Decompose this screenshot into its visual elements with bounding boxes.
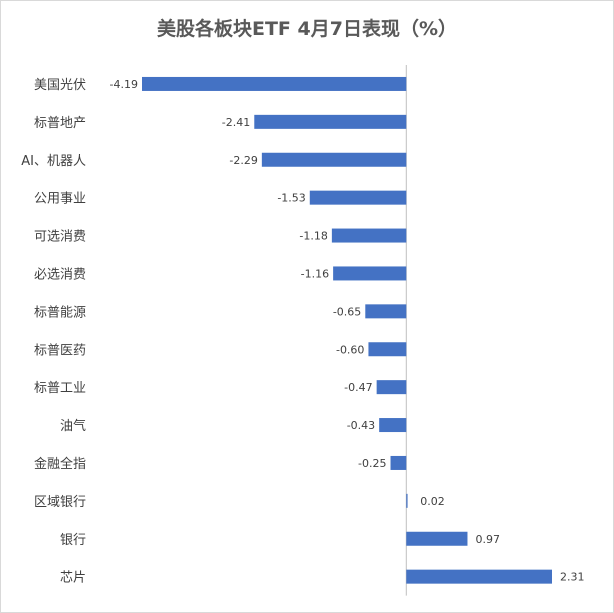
category-label: 金融全指 <box>34 456 86 472</box>
value-label: -1.16 <box>301 267 329 280</box>
value-label: 2.31 <box>560 571 585 584</box>
bar <box>368 342 407 357</box>
category-label: 区域银行 <box>34 495 86 510</box>
category-label: 银行 <box>60 533 86 548</box>
bar <box>390 455 407 470</box>
category-label: 美国光伏 <box>34 78 86 93</box>
bar <box>406 569 552 584</box>
bar <box>309 190 407 205</box>
value-label: -0.43 <box>347 419 375 432</box>
bar <box>254 114 407 129</box>
value-label: 0.97 <box>475 533 500 546</box>
bar <box>331 228 407 243</box>
category-label: 可选消费 <box>34 230 86 245</box>
value-label: -1.53 <box>277 192 305 205</box>
category-label: 油气 <box>60 418 86 434</box>
bar <box>376 380 407 395</box>
category-label: 必选消费 <box>34 267 86 282</box>
bar <box>261 152 407 167</box>
category-label: 标普地产 <box>34 116 86 131</box>
value-label: -2.41 <box>222 116 250 129</box>
value-label: -0.60 <box>336 343 364 356</box>
category-label: 标普工业 <box>34 381 86 396</box>
bar <box>333 266 407 281</box>
value-label: -0.65 <box>333 305 361 318</box>
value-label: -2.29 <box>229 154 257 167</box>
category-label: 标普医药 <box>34 343 86 358</box>
value-label: 0.02 <box>420 495 445 508</box>
bar <box>365 304 407 319</box>
chart-title: 美股各板块ETF 4月7日表现（%） <box>156 18 457 40</box>
bar <box>406 493 408 508</box>
category-label: 芯片 <box>60 571 86 586</box>
category-label: 公用事业 <box>34 192 86 207</box>
bar <box>142 76 407 91</box>
category-label: AI、机器人 <box>21 154 86 169</box>
category-label: 标普能源 <box>34 305 86 320</box>
bar <box>379 418 407 433</box>
value-label: -0.47 <box>344 381 372 394</box>
value-label: -1.18 <box>299 230 327 243</box>
value-label: -0.25 <box>358 457 386 470</box>
value-label: -4.19 <box>110 78 138 91</box>
bar <box>406 531 468 546</box>
